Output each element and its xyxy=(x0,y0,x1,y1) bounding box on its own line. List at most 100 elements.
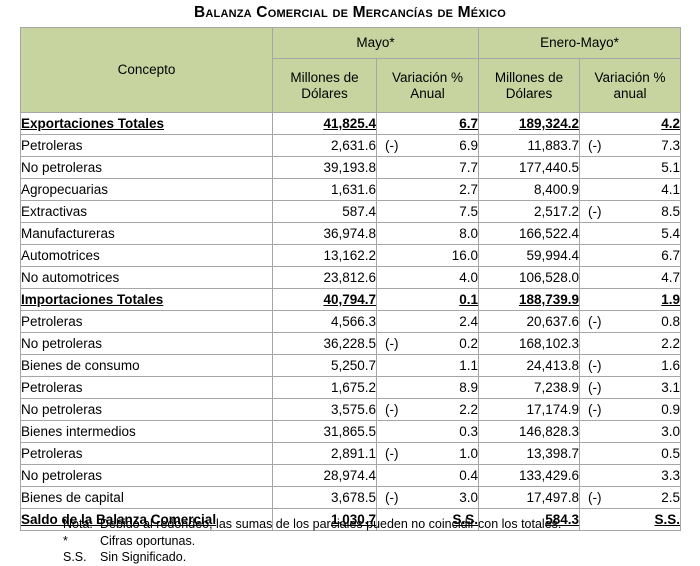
cell-enero-mayo-variacion-anual: 4.2 xyxy=(579,112,682,135)
cell-concepto: No petroleras xyxy=(20,398,273,421)
footnote-row: Nota: Debido al redondeo, las sumas de lo… xyxy=(20,516,680,533)
concepto-label: No automotrices xyxy=(21,270,120,285)
value-enero-mayo-variacion-anual: 8.5 xyxy=(661,204,681,219)
value-mayo-variacion-anual: 2.7 xyxy=(459,182,479,197)
negative-sign-marker: (-) xyxy=(588,358,602,373)
cell-concepto: Petroleras xyxy=(20,376,273,399)
cell-concepto: Saldo de la Balanza Comercial xyxy=(20,508,273,531)
negative-sign-marker: (-) xyxy=(385,490,399,505)
value-mayo-variacion-anual: 4.0 xyxy=(459,270,479,285)
cell-mayo-variacion-anual: 0.4 xyxy=(375,464,480,487)
cell-concepto: Importaciones Totales xyxy=(20,288,273,311)
cell-mayo-millones-dolares: 2,891.1 xyxy=(272,442,377,465)
value-enero-mayo-millones-dolares: 20,637.6 xyxy=(526,314,580,329)
table-row: No petroleras 28,974.4 0.4 133,429.6 3.3 xyxy=(20,464,682,487)
cell-mayo-variacion-anual: 8.0 xyxy=(375,222,480,245)
cell-mayo-millones-dolares: 1,030.7 xyxy=(272,508,377,531)
value-enero-mayo-variacion-anual: 7.3 xyxy=(661,138,681,153)
column-group-header-mayo: Mayo* xyxy=(271,26,480,60)
negative-sign-marker: (-) xyxy=(385,402,399,417)
cell-mayo-millones-dolares: 3,575.6 xyxy=(272,398,377,421)
cell-concepto: Manufactureras xyxy=(20,222,273,245)
cell-enero-mayo-variacion-anual: (-) 3.1 xyxy=(579,376,682,399)
value-enero-mayo-millones-dolares: 146,828.3 xyxy=(518,424,580,439)
value-enero-mayo-variacion-anual: 0.5 xyxy=(661,446,681,461)
cell-mayo-variacion-anual: (-) 3.0 xyxy=(375,486,480,509)
table-row: Petroleras 2,631.6 (-) 6.9 11,883.7 (-) 7.3 xyxy=(20,134,682,157)
cell-enero-mayo-millones-dolares: 17,174.9 xyxy=(478,398,581,421)
cell-mayo-variacion-anual: 1.1 xyxy=(375,354,480,377)
cell-mayo-variacion-anual: 0.3 xyxy=(375,420,480,443)
cell-mayo-variacion-anual: 2.7 xyxy=(375,178,480,201)
cell-mayo-variacion-anual: 0.1 xyxy=(375,288,480,311)
value-mayo-millones-dolares: 28,974.4 xyxy=(323,468,376,483)
cell-enero-mayo-variacion-anual: 5.1 xyxy=(579,156,682,179)
value-enero-mayo-millones-dolares: 584.3 xyxy=(545,512,580,527)
cell-enero-mayo-millones-dolares: 20,637.6 xyxy=(478,310,581,333)
cell-enero-mayo-millones-dolares: 7,238.9 xyxy=(478,376,581,399)
value-enero-mayo-millones-dolares: 188,739.9 xyxy=(518,292,580,307)
cell-mayo-millones-dolares: 41,825.4 xyxy=(272,112,377,135)
table-row: Agropecuarias 1,631.6 2.7 8,400.9 4.1 xyxy=(20,178,682,201)
cell-mayo-variacion-anual: (-) 2.2 xyxy=(375,398,480,421)
cell-concepto: No petroleras xyxy=(20,464,273,487)
negative-sign-marker: (-) xyxy=(588,314,602,329)
value-mayo-variacion-anual: 8.9 xyxy=(459,380,479,395)
concepto-label: Manufactureras xyxy=(21,226,115,241)
cell-enero-mayo-millones-dolares: 189,324.2 xyxy=(478,112,581,135)
concepto-label: No petroleras xyxy=(21,160,103,175)
cell-mayo-millones-dolares: 1,675.2 xyxy=(272,376,377,399)
value-enero-mayo-millones-dolares: 13,398.7 xyxy=(526,446,580,461)
cell-enero-mayo-variacion-anual: (-) 2.5 xyxy=(579,486,682,509)
cell-enero-mayo-variacion-anual: 4.7 xyxy=(579,266,682,289)
cell-mayo-variacion-anual: 7.7 xyxy=(375,156,480,179)
concepto-label: Extractivas xyxy=(21,204,88,219)
cell-mayo-variacion-anual: (-) 1.0 xyxy=(375,442,480,465)
value-mayo-variacion-anual: 2.2 xyxy=(459,402,479,417)
value-mayo-millones-dolares: 3,678.5 xyxy=(330,490,376,505)
cell-enero-mayo-variacion-anual: 4.1 xyxy=(579,178,682,201)
footnote-label: S.S. xyxy=(63,550,87,564)
concepto-label: Exportaciones Totales xyxy=(21,116,165,131)
value-enero-mayo-variacion-anual: 4.2 xyxy=(661,116,681,131)
value-mayo-variacion-anual: 6.7 xyxy=(459,116,479,131)
table-row: No automotrices 23,812.6 4.0 106,528.0 4.7 xyxy=(20,266,682,289)
cell-mayo-variacion-anual: 8.9 xyxy=(375,376,480,399)
concepto-label: Petroleras xyxy=(21,314,83,329)
value-mayo-variacion-anual: 1.0 xyxy=(459,446,479,461)
footnote-row: S.S. Sin Significado. xyxy=(20,549,680,566)
column-header-mayo-millones-dolares: Millones de Dólares xyxy=(272,58,377,113)
cell-concepto: Bienes de consumo xyxy=(20,354,273,377)
value-enero-mayo-variacion-anual: 4.1 xyxy=(661,182,681,197)
value-enero-mayo-millones-dolares: 189,324.2 xyxy=(518,116,580,131)
value-mayo-millones-dolares: 587.4 xyxy=(342,204,376,219)
cell-mayo-millones-dolares: 3,678.5 xyxy=(272,486,377,509)
cell-mayo-millones-dolares: 5,250.7 xyxy=(272,354,377,377)
concepto-label: Bienes intermedios xyxy=(21,424,136,439)
table-row: Bienes de consumo 5,250.7 1.1 24,413.8 (-) 1.… xyxy=(20,354,682,377)
cell-concepto: Bienes de capital xyxy=(20,486,273,509)
table-row: Petroleras 4,566.3 2.4 20,637.6 (-) 0.8 xyxy=(20,310,682,333)
cell-mayo-millones-dolares: 39,193.8 xyxy=(272,156,377,179)
value-enero-mayo-variacion-anual: 1.6 xyxy=(661,358,681,373)
cell-enero-mayo-variacion-anual: (-) 0.8 xyxy=(579,310,682,333)
value-mayo-millones-dolares: 1,030.7 xyxy=(330,512,376,527)
negative-sign-marker: (-) xyxy=(588,402,602,417)
value-mayo-millones-dolares: 39,193.8 xyxy=(323,160,376,175)
cell-mayo-variacion-anual: 6.7 xyxy=(375,112,480,135)
cell-enero-mayo-millones-dolares: 168,102.3 xyxy=(478,332,581,355)
value-mayo-millones-dolares: 4,566.3 xyxy=(330,314,376,329)
table-row: Extractivas 587.4 7.5 2,517.2 (-) 8.5 xyxy=(20,200,682,223)
cell-mayo-millones-dolares: 2,631.6 xyxy=(272,134,377,157)
footnote-text: Debido al redondeo, las sumas de los par… xyxy=(100,517,562,531)
table-row: Importaciones Totales 40,794.7 0.1 188,739.… xyxy=(20,288,682,311)
concepto-label: Petroleras xyxy=(21,446,83,461)
cell-concepto: Petroleras xyxy=(20,134,273,157)
table-row: Bienes intermedios 31,865.5 0.3 146,828.3 3.… xyxy=(20,420,682,443)
value-enero-mayo-millones-dolares: 11,883.7 xyxy=(527,138,580,153)
cell-enero-mayo-millones-dolares: 59,994.4 xyxy=(478,244,581,267)
cell-enero-mayo-variacion-anual: 0.5 xyxy=(579,442,682,465)
value-mayo-variacion-anual: 0.3 xyxy=(459,424,479,439)
value-mayo-millones-dolares: 41,825.4 xyxy=(323,116,376,131)
